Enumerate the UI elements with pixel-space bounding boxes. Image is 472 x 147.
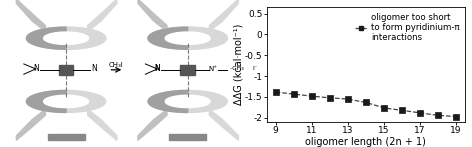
Legend: oligomer too short
to form pyridinium-π
interactions: oligomer too short to form pyridinium-π …	[354, 12, 461, 43]
Point	[290, 93, 297, 95]
Polygon shape	[48, 134, 84, 140]
Text: N: N	[91, 64, 97, 74]
Polygon shape	[169, 134, 206, 140]
X-axis label: oligomer length (2n + 1): oligomer length (2n + 1)	[305, 137, 426, 147]
Polygon shape	[43, 32, 89, 44]
Polygon shape	[43, 95, 89, 108]
Bar	[59, 65, 74, 75]
Point	[272, 91, 279, 93]
Polygon shape	[165, 32, 210, 44]
Point	[362, 101, 370, 104]
Bar	[180, 65, 195, 75]
Text: N⁺: N⁺	[208, 66, 217, 72]
Point	[416, 112, 424, 114]
Point	[380, 107, 388, 109]
Polygon shape	[26, 27, 66, 49]
Polygon shape	[148, 90, 228, 112]
Point	[398, 109, 405, 112]
Polygon shape	[148, 27, 228, 49]
Polygon shape	[148, 27, 188, 49]
Text: N: N	[154, 64, 160, 74]
Polygon shape	[148, 27, 228, 49]
Text: N: N	[33, 64, 39, 74]
Polygon shape	[148, 90, 188, 112]
Text: –CH₃: –CH₃	[229, 66, 244, 71]
Point	[434, 114, 442, 117]
Polygon shape	[26, 90, 66, 112]
Polygon shape	[26, 90, 106, 112]
Text: CH₃I: CH₃I	[109, 62, 124, 68]
Polygon shape	[26, 27, 106, 49]
Text: I⁻: I⁻	[253, 66, 258, 71]
Point	[344, 98, 352, 100]
Text: N: N	[154, 64, 160, 74]
Point	[452, 115, 460, 118]
Polygon shape	[165, 95, 210, 108]
Y-axis label: ΔΔG (kcal·mol⁻¹): ΔΔG (kcal·mol⁻¹)	[234, 24, 244, 105]
Point	[326, 97, 334, 99]
Polygon shape	[26, 27, 106, 49]
Point	[308, 95, 315, 97]
